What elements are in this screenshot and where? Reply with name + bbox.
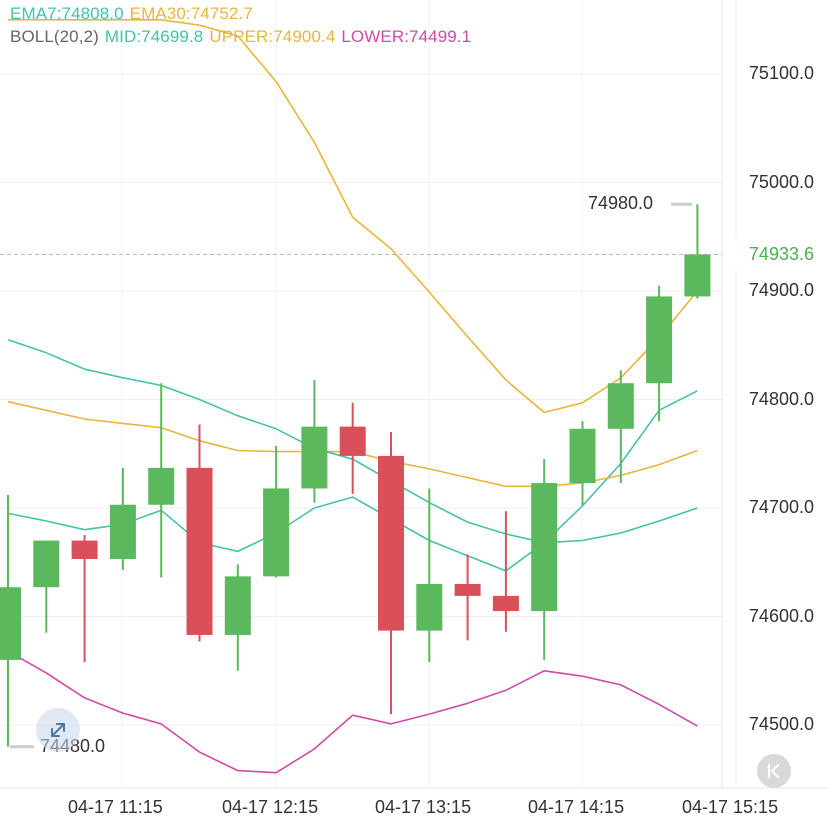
indicator-legend-ema: EMA7:74808.0 EMA30:74752.7 [10, 4, 259, 24]
candle-body [607, 383, 634, 429]
time-tick-label: 04-17 15:15 [682, 797, 779, 817]
time-tick-label: 04-17 12:15 [222, 797, 319, 817]
candle-body [454, 583, 481, 596]
high-price-marker: 74980.0 [588, 193, 654, 213]
candle-body [109, 504, 136, 559]
candle-body [148, 467, 175, 505]
candle-body [186, 467, 213, 635]
candle-body [378, 455, 404, 631]
indicator-mid: MID:74699.8 [104, 27, 204, 46]
series-lower [7, 650, 698, 774]
indicator-boll: BOLL(20,2) [10, 27, 99, 46]
candle-body [33, 540, 60, 588]
indicator-ema30: EMA30:74752.7 [129, 4, 253, 23]
indicator-ema7: EMA7:74808.0 [10, 4, 124, 23]
price-tick-label: 75100.0 [748, 63, 814, 83]
indicator-lower: LOWER:74499.1 [341, 27, 472, 46]
series-upper [8, 18, 699, 414]
candle-body [416, 583, 443, 631]
price-tick-label: 75000.0 [748, 171, 814, 192]
price-tick-label: 74800.0 [748, 388, 814, 409]
candle-body [224, 576, 251, 635]
candle-body [684, 254, 711, 297]
price-tick-label: 74600.0 [748, 605, 814, 626]
price-tick-label: 74500.0 [748, 714, 814, 734]
indicator-legend-boll: BOLL(20,2) MID:74699.8 UPPER:74900.4 LOWER:… [10, 27, 477, 47]
price-tick-label: 74900.0 [748, 280, 814, 300]
candle-body [263, 488, 290, 577]
current-price-bg [726, 238, 828, 271]
candle-body [531, 483, 558, 612]
candle-body [569, 428, 596, 484]
time-tick-label: 04-17 13:15 [375, 797, 472, 817]
expand-arrows-icon[interactable] [36, 708, 80, 752]
candle-body [339, 426, 366, 456]
current-price-label: 74933.6 [748, 244, 814, 264]
price-tick-label: 74700.0 [748, 497, 814, 517]
candle-body [492, 595, 519, 612]
time-tick-label: 04-17 14:15 [528, 797, 625, 817]
back-to-latest-icon[interactable] [757, 754, 791, 788]
candle-body [646, 296, 673, 384]
time-tick-label: 04-17 11:15 [68, 797, 163, 817]
indicator-upper: UPPER:74900.4 [209, 27, 336, 46]
candle-body [71, 540, 98, 559]
candle-body [301, 426, 328, 489]
candle-body [0, 587, 21, 660]
